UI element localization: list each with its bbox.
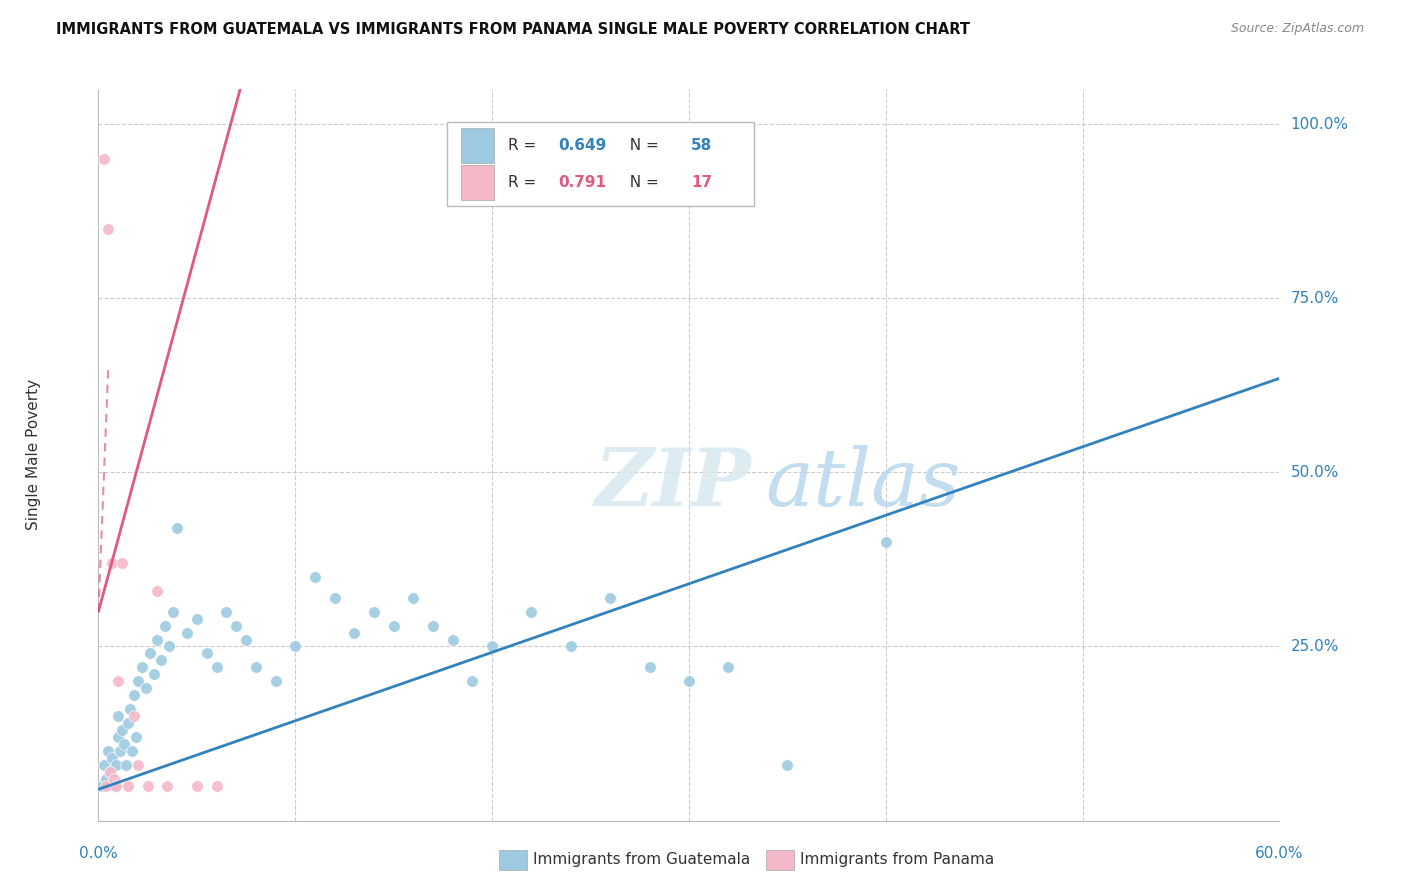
Point (117, 716, 139, 731)
Point (195, 647, 218, 661)
Point (245, 660, 267, 674)
Point (107, 674, 129, 689)
Point (112, 737, 135, 751)
Point (205, 660, 228, 674)
Point (93, 152, 115, 166)
Point (131, 660, 153, 674)
Point (776, 758, 799, 772)
Point (103, 772, 125, 786)
Point (138, 647, 160, 661)
Point (101, 751, 124, 765)
Text: Immigrants from Guatemala: Immigrants from Guatemala (533, 853, 751, 867)
Point (157, 640, 180, 654)
FancyBboxPatch shape (447, 122, 754, 206)
Point (146, 632, 169, 647)
Point (205, 779, 228, 793)
Point (127, 758, 149, 772)
Text: N =: N = (620, 138, 664, 153)
Text: 58: 58 (692, 138, 713, 153)
Point (121, 744, 143, 758)
Point (481, 640, 503, 654)
Point (166, 521, 188, 535)
Text: 17: 17 (692, 175, 713, 190)
Point (107, 730, 129, 744)
Point (103, 779, 125, 793)
Point (105, 779, 128, 793)
Point (142, 667, 165, 681)
Point (363, 605, 385, 619)
Point (93, 758, 115, 772)
Point (264, 674, 287, 689)
Point (441, 632, 464, 647)
Point (599, 591, 621, 605)
Point (122, 688, 145, 702)
Point (304, 570, 326, 584)
Point (146, 583, 169, 598)
Point (875, 535, 897, 549)
Point (186, 612, 208, 626)
Point (461, 674, 484, 689)
Point (115, 758, 138, 772)
Text: 75.0%: 75.0% (1291, 291, 1339, 306)
Point (402, 591, 425, 605)
Text: 100.0%: 100.0% (1291, 117, 1348, 131)
Text: N =: N = (620, 175, 664, 190)
Point (96, 772, 118, 786)
Text: 0.649: 0.649 (558, 138, 606, 153)
Point (105, 758, 128, 772)
Point (678, 674, 700, 689)
Point (284, 640, 307, 654)
Point (156, 779, 179, 793)
Point (97, 221, 120, 235)
Point (382, 618, 405, 632)
Text: Source: ZipAtlas.com: Source: ZipAtlas.com (1230, 22, 1364, 36)
Point (150, 653, 173, 667)
Point (323, 591, 346, 605)
Point (118, 702, 141, 716)
Point (98, 764, 121, 779)
Point (122, 709, 145, 723)
Point (125, 730, 148, 744)
Text: ZIP: ZIP (595, 445, 751, 523)
Point (135, 681, 157, 696)
Point (136, 779, 159, 793)
Bar (461, 164, 494, 200)
Point (215, 605, 238, 619)
Point (127, 674, 149, 689)
Point (560, 640, 582, 654)
Text: 0.791: 0.791 (558, 175, 606, 190)
Point (97, 744, 120, 758)
Point (162, 605, 184, 619)
Text: R =: R = (508, 175, 541, 190)
Text: atlas: atlas (766, 445, 962, 523)
Text: Immigrants from Panama: Immigrants from Panama (800, 853, 994, 867)
Text: 0.0%: 0.0% (79, 846, 118, 861)
Text: Single Male Poverty: Single Male Poverty (25, 379, 41, 531)
Point (235, 632, 257, 647)
Point (111, 556, 134, 570)
Point (717, 660, 740, 674)
Text: 50.0%: 50.0% (1291, 465, 1339, 480)
Text: 60.0%: 60.0% (1256, 846, 1303, 861)
Point (111, 723, 134, 737)
Point (638, 660, 661, 674)
Point (107, 709, 129, 723)
Bar (461, 128, 494, 163)
Point (225, 618, 247, 632)
Point (98, 764, 121, 779)
Point (186, 779, 208, 793)
Text: 25.0%: 25.0% (1291, 639, 1339, 654)
Point (155, 618, 177, 632)
Text: R =: R = (508, 138, 541, 153)
Point (108, 744, 131, 758)
Point (101, 556, 124, 570)
Point (520, 605, 543, 619)
Point (422, 618, 444, 632)
Point (343, 625, 366, 640)
Point (91, 779, 114, 793)
Point (176, 625, 198, 640)
Point (96, 779, 118, 793)
Point (117, 779, 139, 793)
Text: IMMIGRANTS FROM GUATEMALA VS IMMIGRANTS FROM PANAMA SINGLE MALE POVERTY CORRELAT: IMMIGRANTS FROM GUATEMALA VS IMMIGRANTS … (56, 22, 970, 37)
